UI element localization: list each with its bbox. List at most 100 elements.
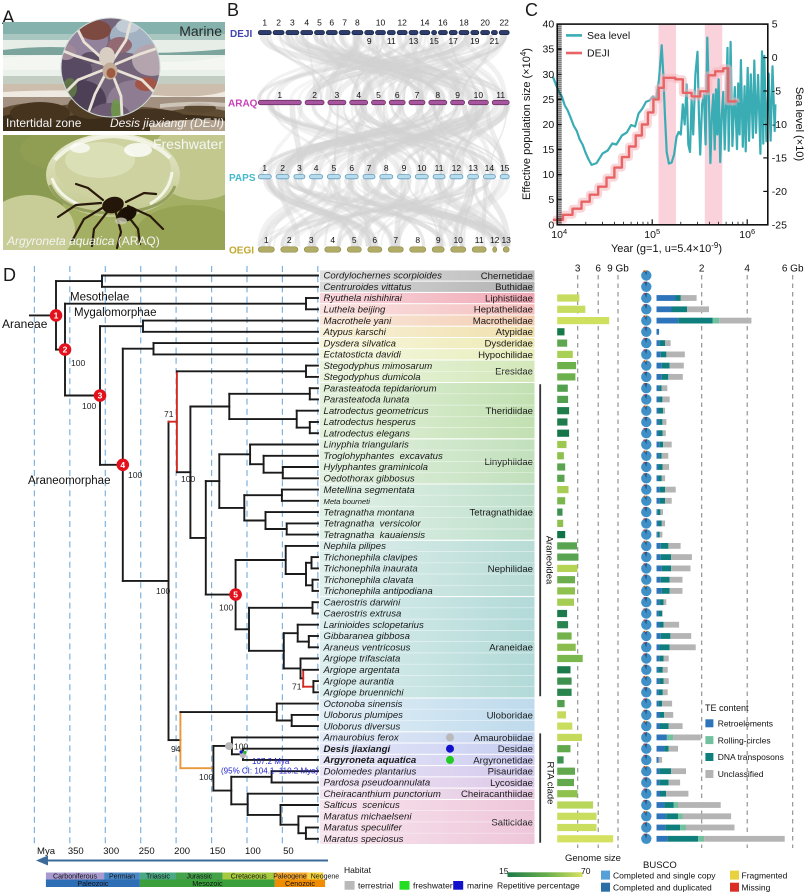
- svg-text:3: 3: [575, 264, 581, 275]
- svg-text:2: 2: [287, 235, 292, 245]
- svg-text:94: 94: [171, 744, 181, 754]
- svg-text:Missing: Missing: [742, 883, 771, 893]
- svg-text:1: 1: [262, 17, 267, 27]
- svg-text:Mygalomorphae: Mygalomorphae: [74, 307, 156, 319]
- svg-text:40: 40: [543, 19, 555, 31]
- svg-text:21: 21: [490, 36, 500, 46]
- svg-text:Linyphiidae: Linyphiidae: [484, 457, 533, 468]
- svg-text:5: 5: [317, 17, 322, 27]
- svg-text:Ryuthela nishihirai: Ryuthela nishihirai: [324, 293, 403, 304]
- svg-text:150: 150: [210, 846, 226, 857]
- svg-text:Parasteatoda lunata: Parasteatoda lunata: [324, 395, 410, 406]
- svg-text:71: 71: [164, 409, 174, 419]
- svg-text:Hypochilidae: Hypochilidae: [478, 350, 533, 361]
- svg-text:9 Gb: 9 Gb: [607, 264, 629, 275]
- svg-text:Intertidal zone: Intertidal zone: [6, 116, 82, 130]
- svg-text:Atypidae: Atypidae: [496, 327, 533, 338]
- svg-text:Desidae: Desidae: [498, 744, 533, 755]
- svg-text:0: 0: [548, 219, 554, 231]
- svg-text:107.2 Mya: 107.2 Mya: [252, 757, 290, 766]
- svg-text:Salticus scenicus: Salticus scenicus: [324, 800, 400, 811]
- svg-text:Stegodyphus mimosarum: Stegodyphus mimosarum: [324, 361, 433, 372]
- svg-text:Atypus karschi: Atypus karschi: [323, 327, 387, 338]
- svg-text:Buthidae: Buthidae: [495, 282, 533, 293]
- svg-text:7: 7: [342, 17, 347, 27]
- svg-text:13: 13: [468, 163, 478, 173]
- svg-text:1: 1: [277, 90, 282, 100]
- svg-text:Macrothelidae: Macrothelidae: [473, 316, 533, 327]
- svg-text:Nephilidae: Nephilidae: [488, 564, 533, 575]
- svg-text:9: 9: [436, 235, 441, 245]
- svg-text:OEGI: OEGI: [229, 246, 254, 257]
- svg-text:Uloborus plumipes: Uloborus plumipes: [324, 710, 404, 721]
- svg-text:100: 100: [82, 401, 96, 411]
- svg-text:Carboniferous: Carboniferous: [53, 874, 97, 881]
- svg-text:10: 10: [453, 235, 463, 245]
- svg-text:10: 10: [417, 163, 427, 173]
- svg-text:Octonoba sinensis: Octonoba sinensis: [324, 699, 403, 710]
- svg-text:Caerostris darwini: Caerostris darwini: [324, 597, 402, 608]
- svg-text:Larinioides sclopetarius: Larinioides sclopetarius: [324, 620, 424, 631]
- svg-text:Chernetidae: Chernetidae: [481, 271, 533, 282]
- svg-text:Tetragnathidae: Tetragnathidae: [470, 508, 533, 519]
- svg-text:Marine: Marine: [179, 23, 222, 39]
- svg-text:4: 4: [744, 264, 750, 275]
- svg-text:2: 2: [63, 345, 68, 355]
- svg-text:Year (g=1, u=5.4×10-9): Year (g=1, u=5.4×10-9): [611, 240, 722, 255]
- svg-text:6: 6: [395, 90, 400, 100]
- svg-text:Nephila pilipes: Nephila pilipes: [324, 541, 387, 552]
- svg-text:Permian: Permian: [109, 874, 135, 881]
- svg-text:Desis jiaxiangi: Desis jiaxiangi: [324, 744, 391, 755]
- svg-text:8: 8: [435, 90, 440, 100]
- svg-text:Sea level (×10): Sea level (×10): [793, 87, 805, 161]
- svg-text:Heptathelidae: Heptathelidae: [474, 305, 533, 316]
- svg-text:Trichonephila clavipes: Trichonephila clavipes: [324, 552, 418, 563]
- svg-text:Araneidae: Araneidae: [489, 643, 533, 654]
- svg-text:RTA clade: RTA clade: [545, 762, 556, 805]
- svg-text:Mya: Mya: [37, 846, 56, 857]
- svg-text:Amaurobiidae: Amaurobiidae: [474, 733, 533, 744]
- svg-text:Maratus michaelseni: Maratus michaelseni: [324, 812, 413, 823]
- svg-text:4: 4: [304, 17, 309, 27]
- svg-text:Argiope bruennichi: Argiope bruennichi: [323, 688, 405, 699]
- svg-text:15: 15: [500, 163, 510, 173]
- svg-text:BUSCO: BUSCO: [643, 860, 677, 871]
- svg-text:13: 13: [501, 235, 511, 245]
- svg-text:Retroelements: Retroelements: [718, 719, 773, 729]
- svg-text:Genome size: Genome size: [565, 853, 621, 864]
- svg-text:200: 200: [174, 846, 190, 857]
- svg-text:Cenozoic: Cenozoic: [285, 879, 315, 888]
- svg-text:5: 5: [772, 19, 778, 31]
- svg-text:Freshwater: Freshwater: [153, 136, 223, 152]
- svg-text:12: 12: [490, 235, 500, 245]
- svg-text:Desis jiaxiangi (DEJI): Desis jiaxiangi (DEJI): [110, 116, 224, 130]
- svg-text:2: 2: [312, 90, 317, 100]
- svg-text:Caerostris extrusa: Caerostris extrusa: [324, 609, 402, 620]
- svg-text:12: 12: [452, 163, 462, 173]
- svg-text:6: 6: [372, 235, 377, 245]
- svg-text:Tetragnatha kauaiensis: Tetragnatha kauaiensis: [324, 530, 426, 541]
- svg-text:19: 19: [470, 36, 480, 46]
- svg-text:35: 35: [543, 44, 555, 56]
- svg-text:0: 0: [772, 52, 778, 64]
- svg-text:terrestrial: terrestrial: [358, 881, 394, 891]
- svg-text:Gibbaranea gibbosa: Gibbaranea gibbosa: [324, 631, 410, 642]
- svg-text:9: 9: [455, 90, 460, 100]
- svg-text:Dysderidae: Dysderidae: [484, 339, 533, 350]
- svg-text:Stegodyphus dumicola: Stegodyphus dumicola: [324, 372, 421, 383]
- svg-text:100: 100: [181, 474, 195, 484]
- svg-text:Lycosidae: Lycosidae: [490, 778, 533, 789]
- svg-text:Araneus ventricosus: Araneus ventricosus: [323, 643, 411, 654]
- svg-text:12: 12: [397, 17, 407, 27]
- svg-text:4: 4: [330, 235, 335, 245]
- svg-text:Paleozoic: Paleozoic: [77, 879, 109, 888]
- svg-text:Amaurobius ferox: Amaurobius ferox: [323, 733, 400, 744]
- svg-text:100: 100: [156, 586, 170, 596]
- svg-text:Cheiracanthium punctorium: Cheiracanthium punctorium: [324, 789, 441, 800]
- svg-text:Completed and single copy: Completed and single copy: [613, 871, 716, 881]
- svg-text:Tetragnatha montana: Tetragnatha montana: [324, 507, 415, 518]
- svg-text:13: 13: [409, 36, 419, 46]
- svg-text:11: 11: [496, 90, 505, 100]
- svg-text:Latrodectus geometricus: Latrodectus geometricus: [324, 406, 429, 417]
- svg-text:25: 25: [543, 94, 555, 106]
